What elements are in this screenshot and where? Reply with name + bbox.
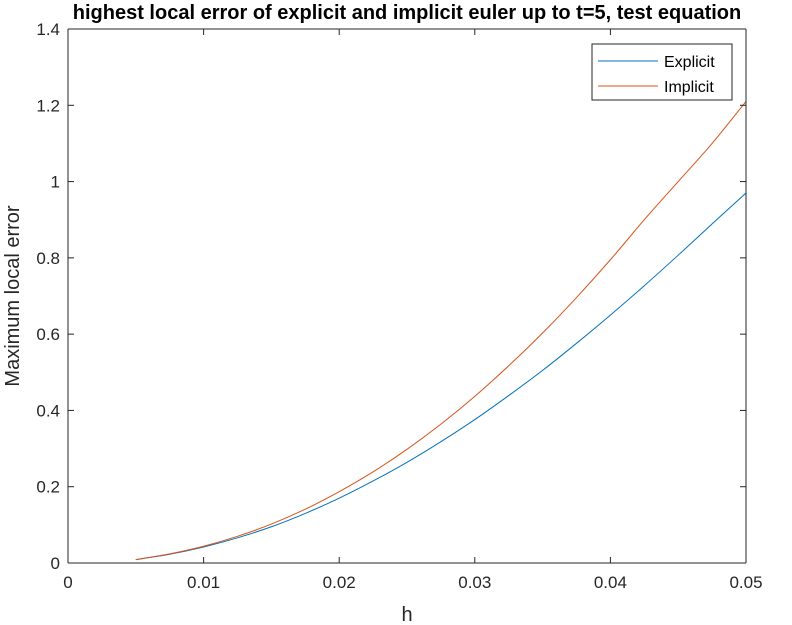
legend-label-explicit: Explicit xyxy=(664,54,715,71)
x-tick-label: 0 xyxy=(63,573,72,592)
legend-label-implicit: Implicit xyxy=(664,79,714,96)
y-axis-label: Maximum local error xyxy=(2,205,24,386)
legend: Explicit Implicit xyxy=(591,43,733,101)
series-line-implicit xyxy=(135,101,747,561)
x-tick-label: 0.04 xyxy=(594,573,627,592)
y-tick-label: 1 xyxy=(51,173,60,192)
y-tick-label: 1.4 xyxy=(36,20,60,39)
y-tick-label: 0.4 xyxy=(36,401,60,420)
y-tick-label: 0.8 xyxy=(36,249,60,268)
x-tick-label: 0.01 xyxy=(187,573,220,592)
x-tick-label: 0.03 xyxy=(458,573,491,592)
axes-box xyxy=(67,28,747,564)
series-line-explicit xyxy=(135,192,747,561)
ticks-group: 0 0.01 0.02 0.03 0.04 0.05 0 0.2 0.4 0.6 0.8 1 1.2 1.… xyxy=(36,20,762,592)
plot-area xyxy=(68,29,746,563)
x-tick-label: 0.02 xyxy=(323,573,356,592)
chart-title: highest local error of explicit and impl… xyxy=(73,2,741,24)
y-tick-label: 1.2 xyxy=(36,96,60,115)
x-axis-label: h xyxy=(401,604,412,625)
y-tick-label: 0.6 xyxy=(36,325,60,344)
x-tick-label: 0.05 xyxy=(729,573,762,592)
y-tick-label: 0.2 xyxy=(36,478,60,497)
legend-box xyxy=(591,43,733,101)
series-group xyxy=(135,101,747,561)
y-tick-label: 0 xyxy=(51,554,60,573)
